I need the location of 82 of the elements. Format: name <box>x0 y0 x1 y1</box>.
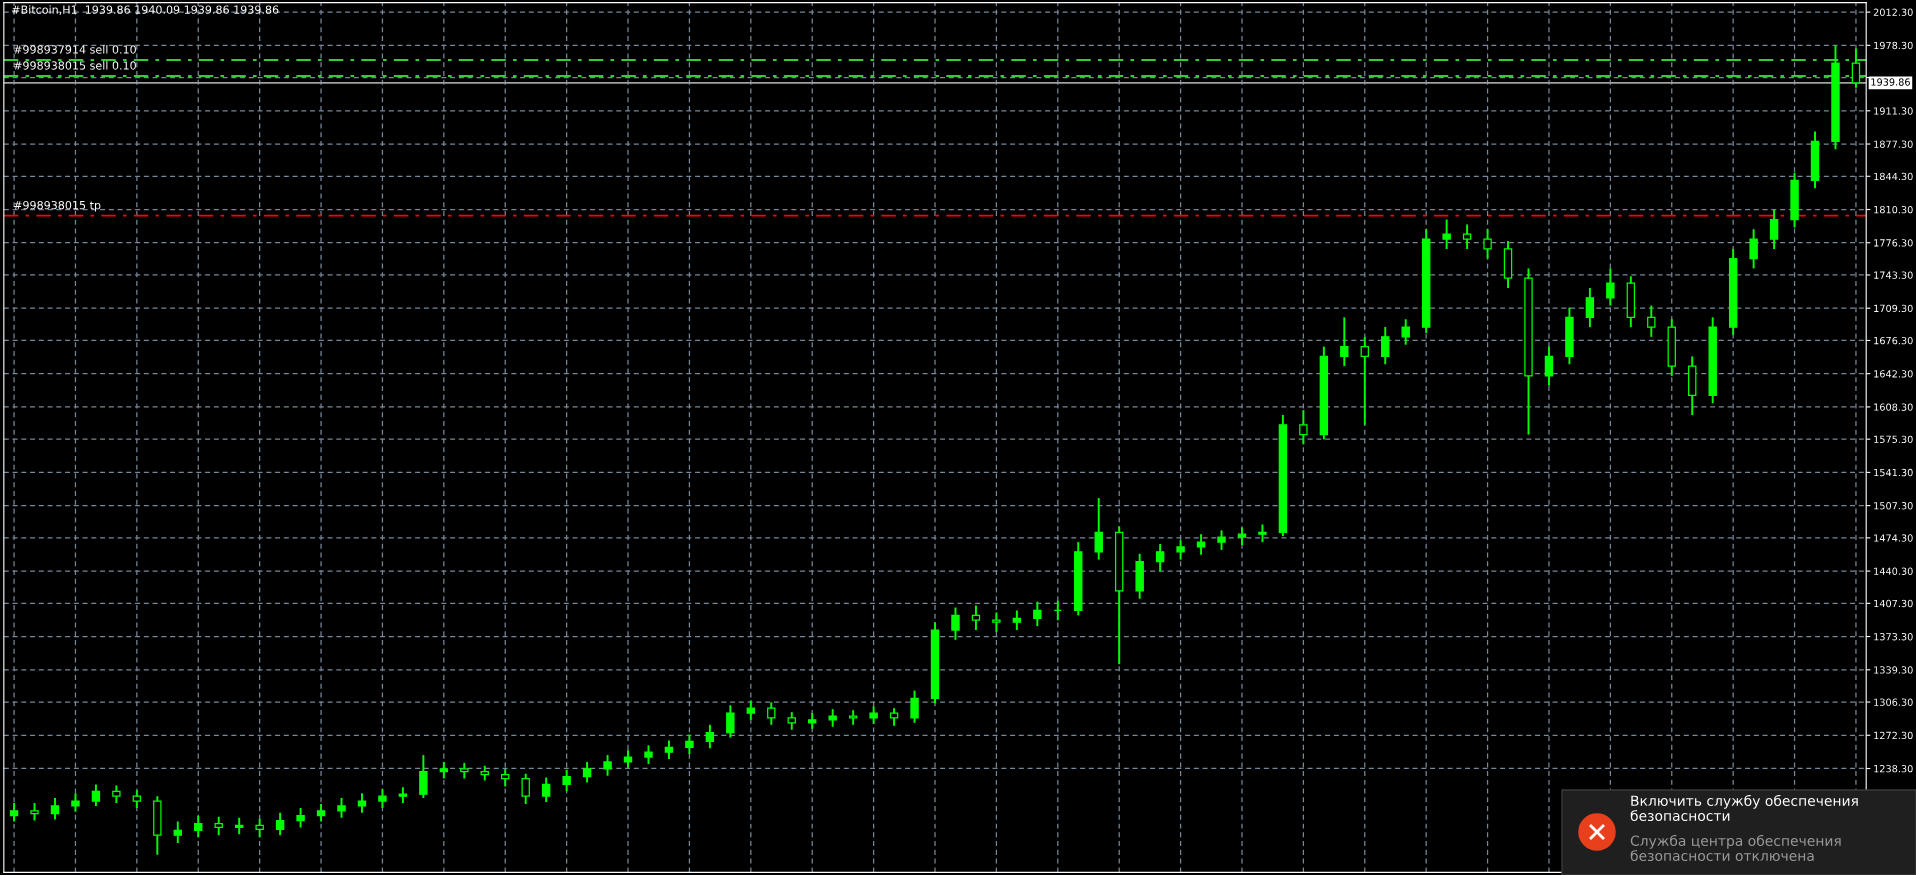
y-tick-label: 1575.30 <box>1874 435 1913 443</box>
candlestick <box>951 606 960 641</box>
candlestick <box>1094 497 1103 561</box>
y-tick-label: 1541.30 <box>1874 468 1913 477</box>
ref-line-label: 1939.86 <box>1871 78 1910 86</box>
candlestick <box>726 704 735 739</box>
y-tick-label: 1474.30 <box>1874 534 1913 542</box>
candlestick <box>1033 600 1042 628</box>
candlestick <box>521 772 530 805</box>
candlestick <box>1401 318 1410 346</box>
candlestick <box>50 797 60 821</box>
y-tick-label: 1306.30 <box>1874 698 1913 706</box>
annotation: Служба центра обеспечения безопасности отключена <box>1630 835 1841 862</box>
y-tick-label: 1776.30 <box>1874 239 1913 247</box>
candlestick <box>1442 218 1451 250</box>
candlestick <box>214 815 223 837</box>
candlestick <box>1647 304 1656 338</box>
candlestick <box>541 776 551 803</box>
candlestick <box>582 760 592 784</box>
y-tick-label: 2012.30 <box>1873 8 1913 16</box>
y-tick-label: 1844.30 <box>1874 172 1913 181</box>
candlestick <box>746 699 756 721</box>
candlestick <box>419 754 428 800</box>
candlestick <box>644 744 653 765</box>
candlestick <box>1749 228 1758 270</box>
y-tick-label: 1642.30 <box>1874 370 1913 378</box>
ref-line-label: #998938015 tp <box>14 200 101 212</box>
y-tick-label: 1877.30 <box>1874 140 1913 148</box>
candlestick <box>357 792 367 814</box>
candlestick <box>71 792 80 813</box>
y-tick-label: 1978.30 <box>1874 41 1913 50</box>
y-tick-label: 1608.30 <box>1874 403 1913 411</box>
candlestick <box>1851 47 1861 89</box>
candlestick <box>255 817 264 839</box>
y-tick-label: 1238.30 <box>1874 764 1913 773</box>
candlestick <box>337 797 346 819</box>
y-tick-label: 1507.30 <box>1874 502 1913 510</box>
y-tick-label: 1440.30 <box>1874 567 1913 575</box>
candlestick <box>1769 208 1779 250</box>
y-tick-label: 1373.30 <box>1874 633 1913 641</box>
candlestick <box>1544 345 1554 387</box>
candlestick <box>971 604 981 631</box>
ref-line-label: #998937914 sell 0.10 <box>14 45 136 54</box>
candlestick <box>705 723 715 750</box>
candlestick <box>1012 609 1022 631</box>
candlestick <box>767 701 776 726</box>
candlestick <box>1483 228 1492 260</box>
chart-title: #Bitcoin,H1 1939.86 1940.09 1939.86 1939.86 <box>12 5 279 15</box>
candlestick <box>1299 409 1308 446</box>
candlestick <box>1606 267 1615 307</box>
candlestick <box>1340 316 1349 368</box>
candlestick <box>910 689 919 724</box>
candlestick <box>91 783 101 807</box>
y-tick-label: 1272.30 <box>1874 731 1913 740</box>
y-tick-label: 1407.30 <box>1874 599 1913 608</box>
candlestick <box>1462 223 1472 250</box>
ref-line-label: #998938015 sell 0.10 <box>14 61 136 70</box>
candlestick <box>173 820 182 845</box>
candlestick <box>1176 539 1185 561</box>
y-tick-label: 1911.30 <box>1874 107 1913 115</box>
candlestick <box>664 739 674 760</box>
candlestick <box>194 814 203 839</box>
candlestick <box>9 802 19 823</box>
candlestick <box>296 806 305 829</box>
candlestick <box>685 733 694 756</box>
candlestick <box>1360 335 1369 426</box>
y-tick-label: 1676.30 <box>1874 336 1913 345</box>
candlestick <box>562 768 571 793</box>
candlestick <box>1381 326 1390 366</box>
candlestick <box>1196 533 1206 556</box>
candlestick <box>1155 543 1165 573</box>
candlestick <box>992 611 1001 633</box>
y-tick-label: 1810.30 <box>1874 205 1913 214</box>
candlestick <box>378 788 387 809</box>
candlestick <box>1217 529 1226 551</box>
y-tick-label: 1709.30 <box>1874 304 1913 313</box>
candlestick <box>275 811 285 837</box>
y-tick-label: 1743.30 <box>1874 271 1913 279</box>
y-tick-label: 1339.30 <box>1874 666 1913 674</box>
annotation: Включить службу обеспечения безопасности <box>1630 795 1858 822</box>
candlestick <box>1585 287 1595 329</box>
candlestick <box>603 754 612 777</box>
